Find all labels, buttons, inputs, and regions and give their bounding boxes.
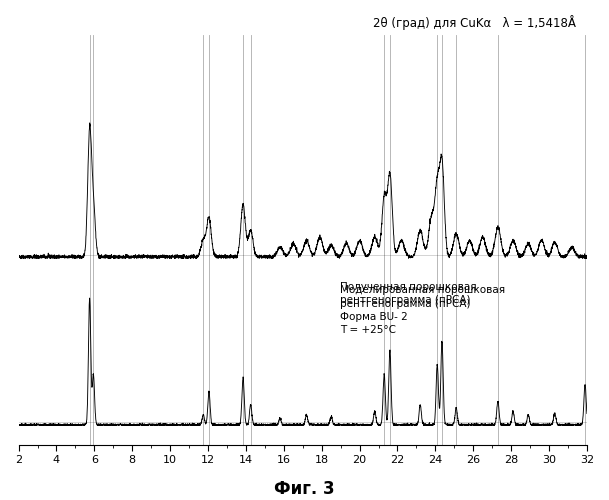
Text: 2θ (град) для CuKα   λ = 1,5418Å: 2θ (град) для CuKα λ = 1,5418Å — [373, 15, 576, 30]
Text: Полученная порошковая
рентгенограмма (пPCA): Полученная порошковая рентгенограмма (пP… — [340, 282, 476, 306]
Text: Фиг. 3: Фиг. 3 — [274, 480, 335, 498]
Text: Моделированная порошковая
рентгенограмма (пPCA)
Форма BU- 2
T = +25°C: Моделированная порошковая рентгенограмма… — [340, 286, 505, 335]
